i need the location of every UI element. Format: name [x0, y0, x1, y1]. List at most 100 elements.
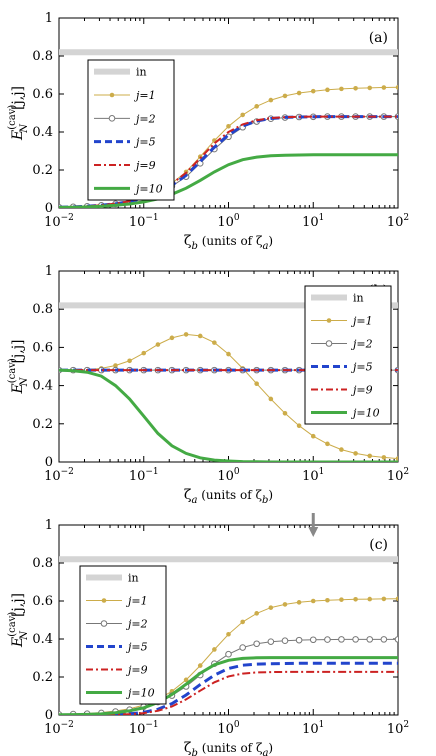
- data-point: [295, 636, 303, 644]
- data-point: [338, 636, 345, 643]
- legend-marker: [100, 620, 108, 627]
- data-point: [380, 636, 388, 643]
- data-point: [268, 97, 274, 103]
- data-point: [367, 85, 373, 91]
- data-point: [325, 441, 330, 447]
- data-point: [367, 453, 373, 459]
- x-tick-label: 10−2: [44, 720, 74, 737]
- series-line-3: [59, 661, 398, 715]
- data-point: [381, 455, 387, 460]
- y-tick-label: 0.4: [32, 125, 53, 140]
- panel-0: 0 0.2 0.4 0.6 0.8 1 10−2 10−1 100 101 102 ζb (units…: [7, 11, 409, 252]
- data-point: [141, 350, 147, 356]
- data-point: [381, 85, 387, 90]
- y-tick-label: 0: [45, 201, 53, 216]
- arrow-down-icon: [308, 527, 319, 537]
- panel-label: (c): [369, 537, 388, 553]
- data-point: [309, 636, 317, 644]
- y-tick-label: 0.4: [32, 632, 53, 647]
- data-point: [296, 600, 302, 605]
- legend-label: j=1: [350, 315, 373, 328]
- data-point: [254, 104, 259, 109]
- panel-label: (a): [369, 30, 388, 46]
- data-point: [254, 611, 259, 616]
- legend-marker: [325, 340, 333, 347]
- data-point: [395, 85, 398, 90]
- y-tick-label: 0: [45, 708, 53, 723]
- series-line-4: [59, 670, 398, 715]
- data-point: [325, 597, 330, 603]
- data-point: [226, 351, 231, 357]
- data-point: [310, 88, 316, 94]
- data-point: [212, 647, 217, 652]
- data-point: [197, 333, 203, 339]
- y-tick-label: 0.2: [32, 417, 53, 432]
- data-point: [183, 332, 189, 337]
- data-point: [395, 456, 398, 461]
- data-point: [325, 87, 330, 93]
- legend-label: j=2: [133, 112, 156, 125]
- data-point: [310, 598, 316, 604]
- data-point: [169, 335, 175, 341]
- y-tick-label: 0.8: [32, 49, 53, 64]
- x-tick-label: 102: [387, 467, 409, 484]
- data-point: [226, 124, 231, 129]
- series-line-4: [59, 115, 398, 208]
- legend-label: j=1: [133, 89, 156, 102]
- legend-box: [87, 59, 175, 201]
- x-tick-label: 10−1: [129, 467, 159, 484]
- y-tick-label: 0.4: [32, 379, 53, 394]
- legend-label: j=1: [125, 595, 148, 608]
- data-point: [282, 602, 288, 607]
- x-tick-label: 101: [302, 720, 324, 737]
- legend-label: in: [353, 292, 364, 305]
- y-axis-label: E(cav)N[j,j]: [7, 593, 30, 648]
- legend-label: j=9: [350, 384, 373, 397]
- data-point: [197, 663, 203, 668]
- y-tick-label: 1: [45, 11, 53, 26]
- data-point: [267, 638, 275, 645]
- data-point: [353, 596, 358, 602]
- x-tick-label: 10−1: [129, 720, 159, 737]
- data-point: [282, 93, 288, 99]
- legend-box: [79, 565, 167, 705]
- legend-label: j=5: [133, 136, 156, 149]
- x-tick-label: 101: [302, 467, 324, 484]
- data-point: [155, 342, 161, 347]
- data-point: [366, 636, 374, 643]
- data-point: [225, 650, 232, 658]
- legend-label: j=2: [125, 618, 148, 631]
- data-point: [253, 640, 260, 648]
- x-axis-label: ζb (units of ζa): [184, 740, 273, 756]
- data-point: [254, 381, 259, 386]
- data-point: [281, 637, 289, 645]
- data-point: [339, 447, 344, 452]
- series-line-5: [59, 656, 398, 715]
- data-point: [127, 358, 132, 364]
- y-axis-label: E(cav)N[j,j]: [7, 339, 30, 394]
- y-tick-label: 1: [45, 264, 53, 279]
- data-point: [226, 631, 231, 637]
- data-point: [395, 596, 398, 602]
- x-tick-label: 10−2: [44, 467, 74, 484]
- legend-marker: [101, 598, 107, 603]
- x-tick-label: 100: [217, 213, 240, 230]
- legend-label: j=9: [125, 664, 148, 677]
- data-point: [339, 597, 344, 602]
- data-point: [310, 433, 316, 439]
- series-line-5: [59, 368, 398, 462]
- y-tick-label: 0.6: [32, 594, 53, 609]
- data-point: [352, 636, 359, 643]
- legend-label: j=5: [350, 361, 373, 374]
- legend-marker: [326, 318, 332, 323]
- y-axis-label: E(cav)N[j,j]: [7, 86, 30, 141]
- legend-label: j=5: [125, 641, 148, 654]
- y-tick-label: 0.2: [32, 670, 53, 685]
- y-tick-label: 0.8: [32, 556, 53, 571]
- data-point: [240, 112, 245, 118]
- legend-box: [304, 285, 392, 425]
- x-axis-label: ζa (units of ζb): [184, 487, 273, 506]
- data-point: [282, 410, 288, 416]
- data-point: [353, 86, 358, 91]
